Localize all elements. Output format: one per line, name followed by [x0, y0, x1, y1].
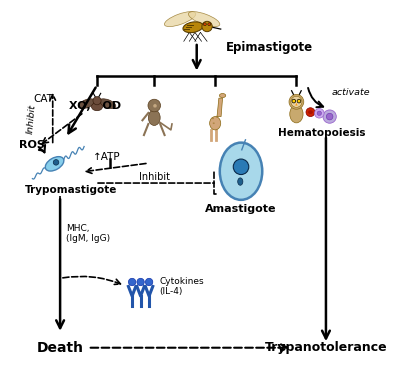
Ellipse shape [306, 108, 315, 116]
Ellipse shape [188, 12, 220, 26]
Ellipse shape [78, 99, 95, 109]
Circle shape [292, 99, 296, 103]
Circle shape [145, 278, 153, 286]
Text: Inhibit: Inhibit [139, 172, 170, 182]
Ellipse shape [308, 110, 313, 114]
Circle shape [137, 278, 144, 286]
Circle shape [208, 23, 211, 26]
Text: XO, SOD: XO, SOD [69, 100, 122, 110]
Polygon shape [295, 103, 298, 106]
Ellipse shape [148, 110, 160, 125]
Ellipse shape [183, 22, 203, 33]
Ellipse shape [164, 12, 196, 26]
Circle shape [289, 94, 304, 109]
Circle shape [93, 97, 101, 105]
Ellipse shape [53, 160, 59, 165]
Text: CAT: CAT [34, 94, 54, 104]
Ellipse shape [290, 105, 303, 123]
Text: MHC,
(IgM, IgG): MHC, (IgM, IgG) [66, 224, 110, 243]
Text: Epimastigote: Epimastigote [226, 41, 313, 54]
Ellipse shape [317, 111, 322, 115]
Text: Trypanotolerance: Trypanotolerance [265, 341, 387, 354]
Ellipse shape [216, 116, 218, 118]
Ellipse shape [92, 103, 102, 111]
Circle shape [148, 99, 160, 112]
Ellipse shape [233, 159, 249, 174]
Polygon shape [217, 98, 222, 116]
Text: ROS: ROS [20, 140, 45, 150]
Text: Death: Death [37, 341, 84, 355]
Ellipse shape [213, 122, 215, 124]
Ellipse shape [45, 157, 64, 171]
Ellipse shape [220, 93, 226, 97]
Text: Trypomastigote: Trypomastigote [25, 185, 118, 195]
Text: Inhibit: Inhibit [26, 103, 38, 134]
Ellipse shape [212, 118, 214, 119]
Circle shape [128, 278, 136, 286]
Text: Hematopoiesis: Hematopoiesis [278, 128, 365, 138]
Text: activate: activate [332, 89, 370, 97]
Text: ↑ATP: ↑ATP [92, 152, 120, 162]
Text: Cytokines
(IL-4): Cytokines (IL-4) [159, 277, 204, 296]
Text: Amastigote: Amastigote [205, 204, 277, 214]
Circle shape [202, 21, 212, 32]
Ellipse shape [220, 142, 262, 200]
Circle shape [297, 99, 301, 103]
Ellipse shape [99, 99, 116, 109]
Ellipse shape [291, 96, 302, 108]
Circle shape [203, 23, 206, 26]
Ellipse shape [314, 109, 324, 118]
Ellipse shape [323, 110, 336, 123]
Ellipse shape [326, 113, 333, 120]
Ellipse shape [238, 178, 243, 185]
Ellipse shape [210, 116, 221, 130]
Ellipse shape [153, 104, 157, 108]
